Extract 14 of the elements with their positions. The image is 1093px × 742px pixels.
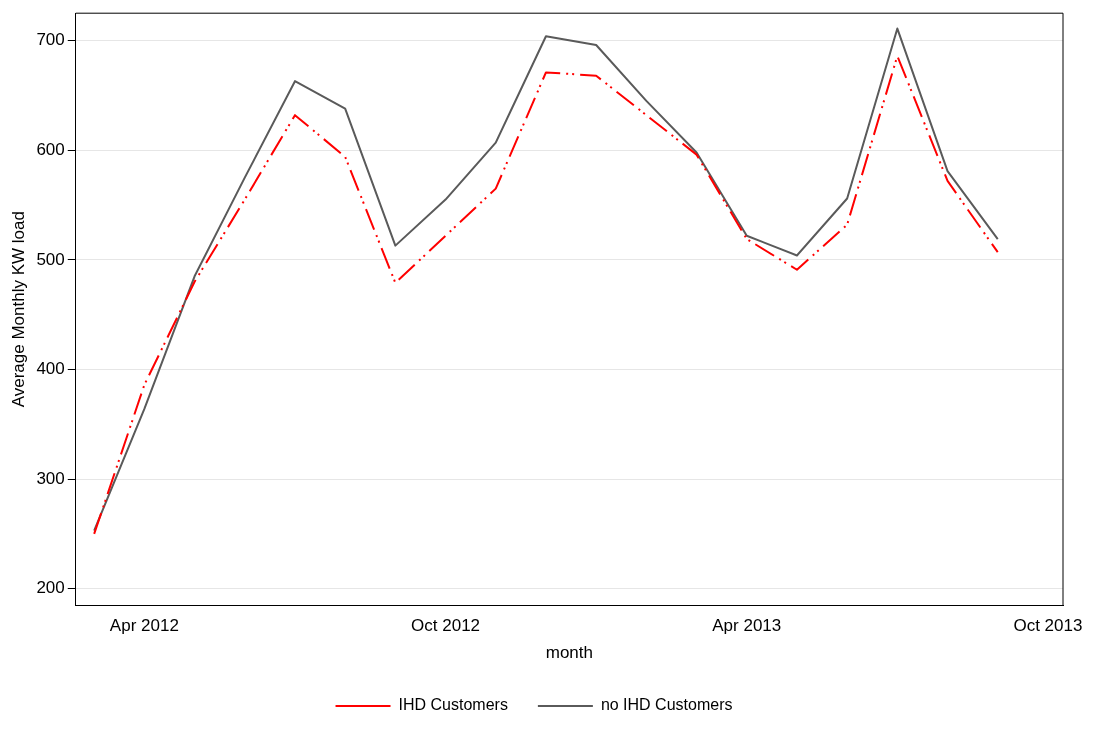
y-tick-label: 600 (36, 139, 65, 159)
y-tick-label: 400 (36, 359, 65, 379)
x-tick-label: Oct 2013 (1013, 616, 1083, 636)
x-tick-label: Apr 2013 (712, 616, 782, 636)
x-axis-title: month (545, 643, 594, 663)
y-tick-label: 200 (36, 578, 65, 598)
y-tick-label: 300 (36, 468, 65, 488)
y-axis-title: Average Monthly KW load (8, 211, 28, 408)
y-tick-label: 500 (36, 249, 65, 269)
x-tick-label: Apr 2012 (109, 616, 179, 636)
legend-label: IHD Customers (398, 696, 508, 714)
y-tick-label: 700 (36, 30, 65, 50)
legend-label: no IHD Customers (600, 696, 733, 714)
x-tick-label: Oct 2012 (411, 616, 481, 636)
